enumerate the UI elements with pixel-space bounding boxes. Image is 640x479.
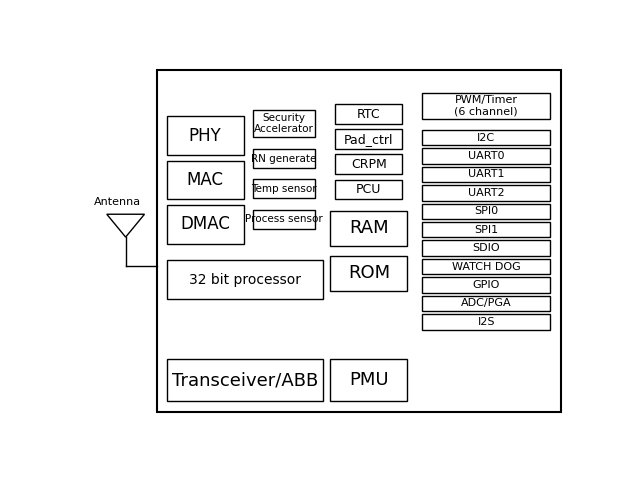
Text: PCU: PCU [356, 183, 381, 196]
Bar [167, 261, 323, 299]
Text: DMAC: DMAC [180, 216, 230, 233]
Text: I2S: I2S [477, 317, 495, 327]
Text: ADC/PGA: ADC/PGA [461, 298, 511, 308]
Text: I2C: I2C [477, 133, 495, 143]
Bar [422, 204, 550, 219]
Bar [422, 277, 550, 293]
Bar [330, 255, 408, 291]
Bar [253, 210, 315, 229]
Text: CRPM: CRPM [351, 158, 387, 171]
Text: GPIO: GPIO [472, 280, 500, 290]
Text: UART2: UART2 [468, 188, 504, 198]
Bar [422, 185, 550, 201]
Bar [422, 130, 550, 145]
Text: MAC: MAC [187, 171, 224, 189]
Bar [335, 155, 403, 174]
Text: Antenna: Antenna [93, 197, 141, 207]
Text: RTC: RTC [357, 108, 381, 121]
Bar [253, 149, 315, 168]
Text: UART0: UART0 [468, 151, 504, 161]
Bar [422, 314, 550, 330]
Text: WATCH DOG: WATCH DOG [452, 262, 520, 272]
Text: Temp sensor: Temp sensor [251, 184, 316, 194]
Bar [330, 359, 408, 401]
Bar [167, 205, 244, 244]
Bar [422, 148, 550, 164]
Bar [422, 167, 550, 182]
Text: Pad_ctrl: Pad_ctrl [344, 133, 394, 146]
Bar [167, 359, 323, 401]
Bar [253, 179, 315, 198]
Text: 32 bit processor: 32 bit processor [189, 273, 301, 287]
Text: SPI0: SPI0 [474, 206, 499, 217]
Bar [335, 104, 403, 124]
Bar [167, 116, 244, 155]
Bar [422, 296, 550, 311]
Text: UART1: UART1 [468, 170, 504, 180]
Bar [167, 161, 244, 199]
Text: Transceiver/ABB: Transceiver/ABB [172, 371, 318, 389]
Text: ROM: ROM [348, 264, 390, 282]
Text: PMU: PMU [349, 371, 388, 389]
Bar [422, 93, 550, 119]
Text: RAM: RAM [349, 219, 388, 237]
Text: Security
Accelerator: Security Accelerator [253, 113, 314, 134]
Bar [335, 129, 403, 149]
Bar [335, 180, 403, 199]
Bar [422, 259, 550, 274]
Bar [422, 240, 550, 256]
Text: RN generate: RN generate [251, 154, 316, 163]
Text: PHY: PHY [189, 127, 221, 145]
Text: SPI1: SPI1 [474, 225, 499, 235]
Text: PWM/Timer
(6 channel): PWM/Timer (6 channel) [454, 95, 518, 117]
Bar [157, 70, 561, 411]
Polygon shape [107, 214, 145, 237]
Text: SDIO: SDIO [472, 243, 500, 253]
Bar [253, 110, 315, 137]
Bar [422, 222, 550, 238]
Text: Process sensor: Process sensor [244, 215, 323, 224]
Bar [330, 211, 408, 246]
